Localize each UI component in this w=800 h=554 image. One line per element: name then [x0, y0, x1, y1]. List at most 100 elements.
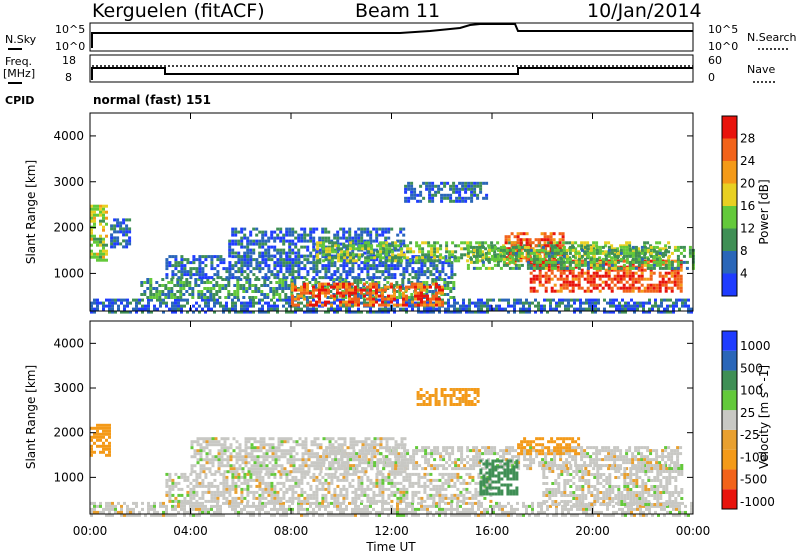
- power-cell: [210, 276, 214, 280]
- power-cell: [592, 286, 596, 290]
- power-cell: [511, 248, 515, 252]
- power-cell: [378, 270, 382, 274]
- velocity-cell: [126, 507, 129, 511]
- power-cell: [342, 236, 346, 240]
- power-cell: [315, 267, 319, 271]
- velocity-cell: [504, 504, 507, 508]
- power-cell: [351, 264, 355, 268]
- velocity-cell: [324, 493, 328, 497]
- power-cell: [625, 245, 629, 249]
- power-cell: [364, 256, 368, 260]
- power-cell: [622, 274, 626, 278]
- power-cell: [339, 303, 342, 307]
- power-cell: [381, 261, 385, 265]
- power-cell: [276, 310, 279, 314]
- power-cell: [372, 285, 375, 289]
- power-cell: [571, 289, 575, 293]
- velocity-cell: [381, 507, 384, 511]
- velocity-cell: [258, 496, 262, 500]
- power-cell: [462, 307, 465, 311]
- velocity-cell: [498, 507, 501, 511]
- velocity-cell: [324, 499, 328, 503]
- power-cell: [607, 254, 611, 258]
- power-cell: [90, 301, 93, 305]
- power-cell: [415, 259, 419, 263]
- power-cell: [450, 273, 454, 277]
- velocity-cell: [135, 504, 138, 508]
- power-cell: [171, 255, 175, 259]
- velocity-cell: [480, 513, 483, 517]
- power-cell: [222, 258, 226, 262]
- power-cell: [550, 289, 554, 293]
- power-cell: [261, 233, 265, 237]
- power-cell: [359, 278, 363, 281]
- power-cell: [441, 288, 444, 292]
- velocity-cell: [342, 475, 346, 479]
- velocity-cell: [447, 507, 450, 511]
- power-cell: [487, 260, 491, 264]
- velocity-cell: [357, 478, 361, 482]
- power-cell: [609, 298, 612, 302]
- power-cell: [481, 259, 485, 263]
- velocity-cell: [261, 501, 264, 505]
- velocity-cell: [330, 478, 334, 482]
- power-cell: [303, 239, 307, 243]
- power-cell: [252, 242, 256, 246]
- power-cell: [595, 248, 599, 252]
- power-cell: [354, 297, 357, 301]
- power-cell: [316, 256, 320, 260]
- power-cell: [400, 259, 404, 263]
- velocity-cell: [363, 507, 366, 511]
- velocity-cell: [633, 507, 636, 511]
- velocity-cell: [396, 501, 399, 505]
- velocity-cell: [438, 507, 441, 511]
- power-cell: [468, 304, 471, 308]
- velocity-cell: [219, 507, 222, 511]
- power-cell: [315, 307, 318, 311]
- velocity-cell: [315, 484, 319, 488]
- velocity-cell: [177, 499, 181, 503]
- velocity-cell: [546, 504, 549, 508]
- power-cell: [125, 242, 129, 246]
- power-cell: [433, 244, 437, 248]
- power-cell: [666, 310, 669, 314]
- power-cell: [194, 281, 198, 284]
- power-cell: [414, 301, 417, 305]
- power-cell: [275, 287, 279, 290]
- power-cell: [228, 254, 232, 258]
- power-cell: [463, 253, 467, 257]
- power-cell: [637, 257, 641, 261]
- power-cell: [334, 244, 338, 248]
- velocity-cell: [309, 475, 313, 479]
- power-cell: [128, 227, 132, 231]
- power-cell: [240, 307, 243, 311]
- power-cell: [418, 247, 422, 251]
- power-cell: [628, 247, 632, 251]
- velocity-cell: [321, 504, 324, 508]
- velocity-cell: [348, 484, 352, 488]
- power-cell: [598, 277, 602, 281]
- power-cell: [225, 304, 228, 308]
- power-cell: [174, 261, 178, 265]
- power-cell: [574, 247, 578, 251]
- power-cell: [395, 290, 399, 293]
- power-cell: [607, 268, 611, 272]
- power-cell: [171, 304, 174, 308]
- power-cell: [649, 266, 653, 270]
- power-cell: [604, 280, 608, 284]
- power-cell: [303, 310, 306, 314]
- power-cell: [380, 287, 384, 290]
- power-cell: [577, 244, 581, 248]
- velocity-cell: [564, 507, 567, 511]
- velocity-cell: [102, 441, 105, 445]
- velocity-cell: [360, 513, 363, 517]
- velocity-cell: [291, 487, 295, 491]
- power-cell: [652, 248, 656, 252]
- power-cell: [355, 253, 359, 257]
- velocity-cell: [405, 513, 408, 517]
- power-cell: [664, 247, 668, 251]
- power-cell: [550, 277, 554, 281]
- power-cell: [312, 288, 315, 292]
- power-cell: [604, 250, 608, 254]
- power-cell: [291, 239, 295, 243]
